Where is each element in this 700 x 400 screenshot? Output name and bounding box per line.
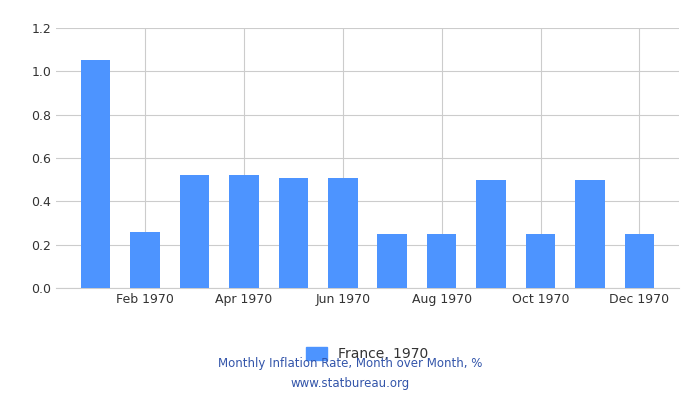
Bar <box>80 60 111 288</box>
Bar <box>229 175 259 288</box>
Bar <box>279 178 308 288</box>
Bar <box>476 180 506 288</box>
Bar <box>575 180 605 288</box>
Bar <box>180 175 209 288</box>
Text: www.statbureau.org: www.statbureau.org <box>290 378 410 390</box>
Bar <box>427 234 456 288</box>
Bar <box>526 234 555 288</box>
Bar <box>377 234 407 288</box>
Legend: France, 1970: France, 1970 <box>301 342 434 367</box>
Bar <box>624 234 654 288</box>
Text: Monthly Inflation Rate, Month over Month, %: Monthly Inflation Rate, Month over Month… <box>218 358 482 370</box>
Bar <box>130 232 160 288</box>
Bar <box>328 178 358 288</box>
